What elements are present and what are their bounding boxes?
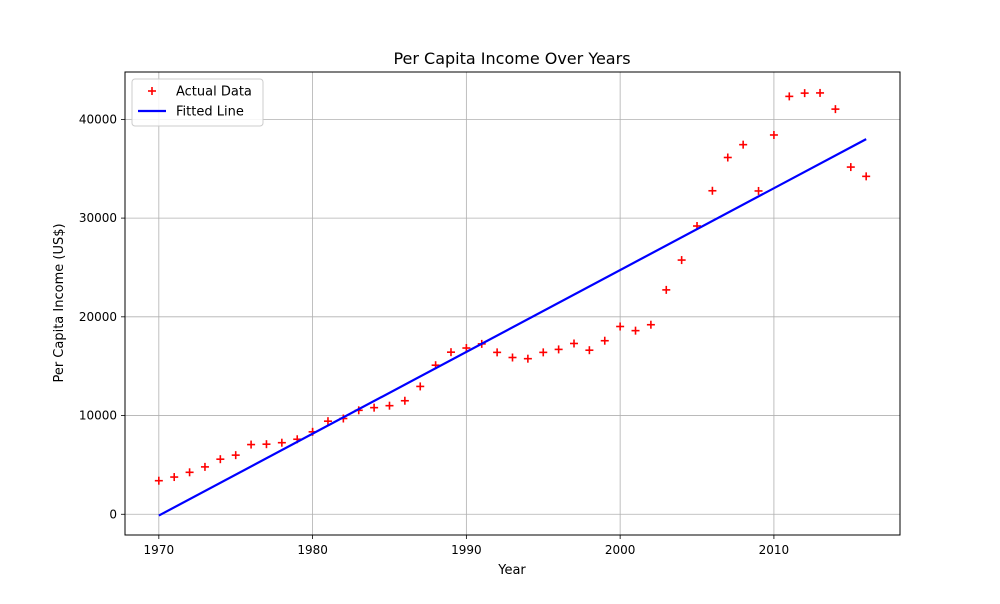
y-tick-label: 30000 bbox=[79, 211, 117, 225]
data-point bbox=[646, 320, 655, 329]
data-point bbox=[631, 326, 640, 335]
data-point bbox=[247, 440, 256, 449]
axes-frame bbox=[124, 71, 901, 536]
data-point bbox=[493, 348, 502, 357]
legend: Actual Data Fitted Line bbox=[131, 78, 264, 127]
y-tick-label: 0 bbox=[109, 507, 117, 521]
data-point bbox=[416, 382, 425, 391]
data-point bbox=[662, 285, 671, 294]
x-axis-label: Year bbox=[497, 563, 526, 578]
legend-box bbox=[131, 78, 264, 127]
data-point bbox=[200, 462, 209, 471]
data-point bbox=[708, 186, 717, 195]
data-point bbox=[154, 476, 163, 485]
data-point bbox=[754, 186, 763, 195]
data-point bbox=[816, 88, 825, 97]
y-tick-label: 40000 bbox=[79, 112, 117, 126]
data-point bbox=[846, 163, 855, 172]
data-point bbox=[616, 322, 625, 331]
data-point bbox=[739, 140, 748, 149]
y-tick-label: 10000 bbox=[79, 409, 117, 423]
x-tick-label: 1990 bbox=[451, 543, 482, 557]
x-tick-label: 2010 bbox=[759, 543, 790, 557]
data-point bbox=[508, 353, 517, 362]
data-point bbox=[831, 105, 840, 114]
data-point bbox=[523, 354, 532, 363]
data-point bbox=[170, 473, 179, 482]
chart-title: Per Capita Income Over Years bbox=[393, 49, 630, 68]
data-point bbox=[370, 403, 379, 412]
data-point bbox=[570, 339, 579, 348]
x-tick-label: 1970 bbox=[144, 543, 175, 557]
axis-ticks: 1970 1980 1990 2000 2010 0 10000 20000 30000 4000… bbox=[79, 112, 789, 557]
data-point bbox=[262, 440, 271, 449]
data-point bbox=[554, 345, 563, 354]
data-point bbox=[539, 348, 548, 357]
legend-label: Fitted Line bbox=[176, 105, 244, 120]
data-point bbox=[677, 256, 686, 265]
data-point bbox=[585, 346, 594, 355]
y-tick-label: 20000 bbox=[79, 310, 117, 324]
data-point bbox=[231, 451, 240, 460]
legend-label: Actual Data bbox=[176, 85, 252, 100]
legend-marker-swatch bbox=[148, 87, 156, 95]
grid-lines bbox=[125, 72, 900, 535]
data-point bbox=[862, 172, 871, 181]
data-point bbox=[185, 468, 194, 477]
data-point bbox=[723, 153, 732, 162]
x-tick-label: 2000 bbox=[605, 543, 636, 557]
plot-area bbox=[154, 88, 871, 517]
data-point bbox=[216, 455, 225, 464]
fitted-line bbox=[158, 138, 867, 517]
data-point bbox=[400, 396, 409, 405]
data-point bbox=[446, 348, 455, 357]
data-point bbox=[277, 438, 286, 447]
y-axis-label: Per Capita Income (US$) bbox=[52, 223, 67, 382]
data-point bbox=[785, 92, 794, 101]
x-tick-label: 1980 bbox=[297, 543, 328, 557]
data-point bbox=[800, 89, 809, 98]
data-point bbox=[600, 336, 609, 345]
data-point bbox=[323, 417, 332, 426]
data-point bbox=[769, 130, 778, 139]
data-point bbox=[385, 401, 394, 410]
